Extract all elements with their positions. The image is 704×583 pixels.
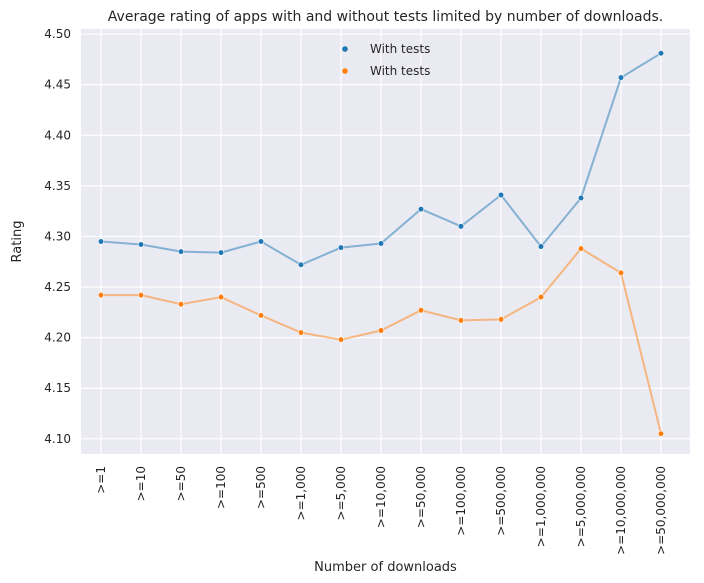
legend-marker: [342, 68, 348, 74]
x-tick-label: >=1,000: [294, 466, 308, 520]
y-tick-label: 4.30: [44, 229, 71, 243]
legend-label: With tests: [370, 42, 430, 56]
series-layer: [97, 50, 665, 437]
data-point: [577, 194, 585, 202]
y-tick-label: 4.10: [44, 432, 71, 446]
x-axis-ticks: >=1 >=10 >=50 >=100 >=500 >=1,000 >=5,000 >=10,…: [94, 466, 668, 555]
series-2: [97, 245, 665, 437]
data-point: [337, 244, 345, 251]
data-point: [457, 317, 465, 324]
data-point: [137, 292, 145, 299]
x-tick-label: >=50,000,000: [654, 466, 668, 555]
data-point: [417, 307, 425, 314]
x-tick-label: >=100: [214, 466, 228, 509]
data-point: [377, 327, 385, 334]
data-point: [457, 223, 465, 230]
y-tick-label: 4.45: [44, 78, 71, 92]
data-point: [377, 240, 385, 247]
x-tick-label: >=100,000: [454, 466, 468, 536]
x-tick-label: >=10: [134, 466, 148, 501]
x-tick-label: >=500,000: [494, 466, 508, 536]
data-point: [497, 316, 505, 323]
chart-title: Average rating of apps with and without …: [108, 9, 663, 25]
x-tick-label: >=10,000,000: [614, 466, 628, 555]
y-axis-ticks: 4.10 4.15 4.20 4.25 4.30 4.35 4.40 4.45 4.50: [44, 27, 71, 446]
data-point: [417, 206, 425, 213]
data-point: [97, 292, 105, 299]
y-axis-title: Rating: [10, 221, 25, 263]
data-point: [617, 74, 625, 81]
data-point: [217, 294, 225, 301]
data-point: [497, 191, 505, 199]
data-point: [577, 245, 585, 252]
y-tick-label: 4.25: [44, 280, 71, 294]
y-tick-label: 4.20: [44, 331, 71, 345]
data-point: [257, 238, 265, 245]
data-point: [217, 249, 225, 256]
data-point: [337, 336, 345, 343]
data-point: [537, 243, 545, 250]
x-tick-label: >=10,000: [374, 466, 388, 528]
plot-background: [81, 29, 690, 454]
data-point: [537, 294, 545, 301]
data-point: [177, 301, 185, 308]
y-tick-label: 4.15: [44, 381, 71, 395]
data-point: [617, 269, 625, 276]
data-point: [177, 248, 185, 255]
data-point: [97, 238, 105, 245]
y-tick-label: 4.35: [44, 179, 71, 193]
y-tick-label: 4.40: [44, 128, 71, 142]
series-1: [97, 50, 665, 268]
data-point: [137, 241, 145, 248]
data-point: [657, 50, 665, 57]
x-tick-label: >=500: [254, 466, 268, 509]
x-tick-label: >=5,000,000: [574, 466, 588, 547]
x-tick-label: >=50,000: [414, 466, 428, 528]
data-point: [657, 430, 665, 437]
data-point: [257, 312, 265, 319]
x-tick-label: >=50: [174, 466, 188, 501]
y-tick-label: 4.50: [44, 27, 71, 41]
legend: With tests With tests: [342, 42, 430, 78]
x-tick-label: >=1: [94, 466, 108, 494]
x-tick-label: >=1,000,000: [534, 466, 548, 547]
data-point: [297, 261, 305, 268]
legend-label: With tests: [370, 64, 430, 78]
x-axis-title: Number of downloads: [314, 560, 457, 575]
legend-marker: [342, 46, 348, 52]
x-tick-label: >=5,000: [334, 466, 348, 520]
data-point: [297, 329, 305, 336]
